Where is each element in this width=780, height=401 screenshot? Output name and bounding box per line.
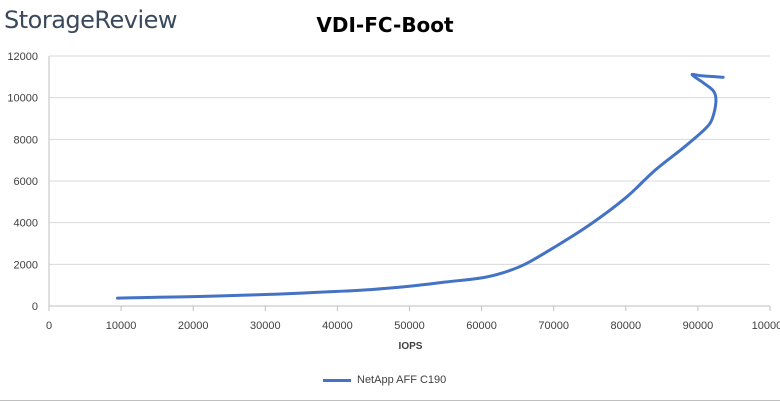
series-lines xyxy=(116,72,725,300)
y-tick-label: 8000 xyxy=(14,134,38,146)
x-axis-title: IOPS xyxy=(399,341,423,352)
x-tick-label: 10000 xyxy=(106,320,137,332)
y-tick-label: 6000 xyxy=(14,176,38,188)
x-tick-label: 0 xyxy=(46,320,52,332)
legend: NetApp AFF C190 xyxy=(323,372,446,388)
x-tick-label: 20000 xyxy=(178,320,209,332)
x-tick-label: 40000 xyxy=(322,320,353,332)
y-tick-labels: 0 2000 4000 6000 8000 10000 12000 xyxy=(7,51,38,313)
y-tick-label: 12000 xyxy=(7,51,38,63)
y-tick-label: 2000 xyxy=(14,259,38,271)
x-tick-label: 50000 xyxy=(394,320,425,332)
x-tick-label: 80000 xyxy=(611,320,642,332)
series-line xyxy=(116,72,725,300)
legend-label: NetApp AFF C190 xyxy=(357,374,447,386)
legend-swatch xyxy=(323,378,351,382)
x-tick-label: 70000 xyxy=(538,320,569,332)
x-tick-label: 30000 xyxy=(250,320,281,332)
storagereview-logo: StorageReview xyxy=(4,6,178,34)
gridlines xyxy=(49,55,770,265)
x-tick-label: 100000 xyxy=(752,320,780,332)
axes xyxy=(48,56,771,311)
x-tick-label: 90000 xyxy=(683,320,714,332)
y-tick-label: 4000 xyxy=(14,218,38,230)
x-tick-labels: 0 10000 20000 30000 40000 50000 60000 70000 8000… xyxy=(46,320,780,332)
x-tick-label: 60000 xyxy=(466,320,497,332)
y-tick-label: 0 xyxy=(32,301,38,313)
chart-title: VDI-FC-Boot xyxy=(316,13,454,37)
y-tick-label: 10000 xyxy=(7,93,38,105)
